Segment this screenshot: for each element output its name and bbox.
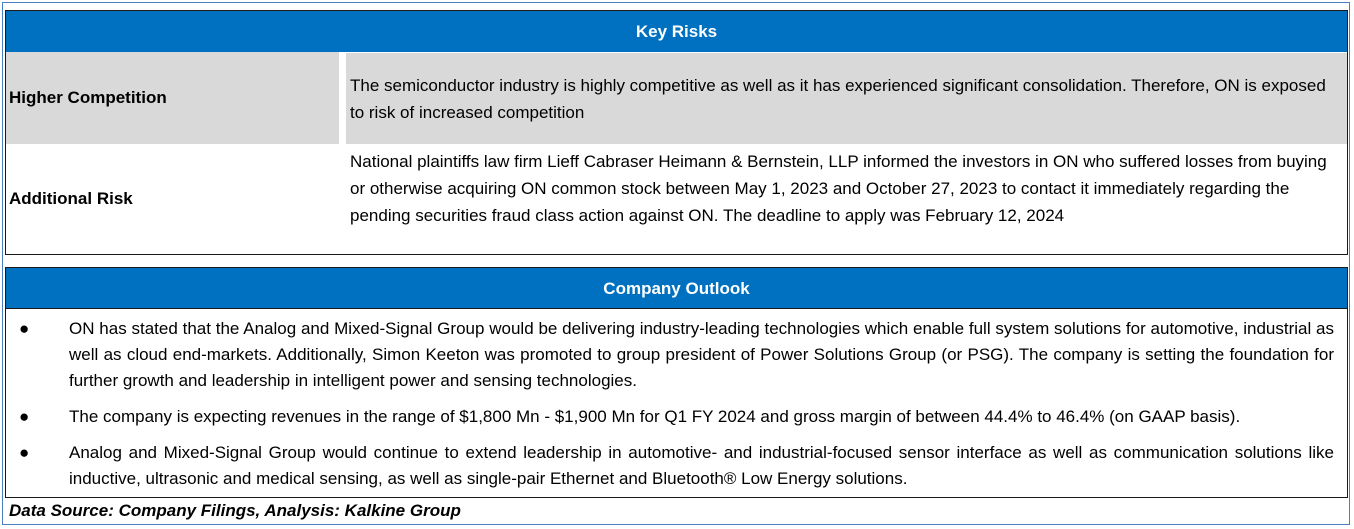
bullet-dot-icon: ● — [19, 443, 30, 462]
outlook-bullet-list: ● ON has stated that the Analog and Mixe… — [6, 316, 1347, 502]
list-item: ● The company is expecting revenues in t… — [6, 404, 1347, 430]
bullet-text: The company is expecting revenues in the… — [69, 407, 1241, 426]
bullet-text: Analog and Mixed-Signal Group would cont… — [69, 443, 1334, 488]
company-outlook-header: Company Outlook — [6, 268, 1347, 309]
key-risks-table: Key Risks Higher Competition The semicon… — [5, 10, 1348, 255]
bullet-dot-icon: ● — [19, 407, 30, 426]
key-risks-header: Key Risks — [6, 11, 1347, 52]
risk-row-higher-competition: Higher Competition The semiconductor ind… — [6, 52, 1347, 144]
risk-label: Higher Competition — [6, 52, 339, 144]
bullet-text: ON has stated that the Analog and Mixed-… — [69, 319, 1334, 390]
company-outlook-box: Company Outlook ● ON has stated that the… — [5, 267, 1348, 498]
list-item: ● Analog and Mixed-Signal Group would co… — [6, 440, 1347, 492]
bullet-dot-icon: ● — [19, 319, 30, 338]
risk-description-text: National plaintiffs law firm Lieff Cabra… — [350, 152, 1327, 225]
risk-row-additional-risk: Additional Risk National plaintiffs law … — [6, 144, 1347, 254]
risk-description-text: The semiconductor industry is highly com… — [350, 75, 1326, 122]
risk-description: National plaintiffs law firm Lieff Cabra… — [346, 144, 1347, 254]
data-source-note: Data Source: Company Filings, Analysis: … — [9, 501, 461, 520]
risk-description: The semiconductor industry is highly com… — [346, 53, 1347, 144]
risk-label: Additional Risk — [9, 189, 133, 208]
list-item: ● ON has stated that the Analog and Mixe… — [6, 316, 1347, 394]
